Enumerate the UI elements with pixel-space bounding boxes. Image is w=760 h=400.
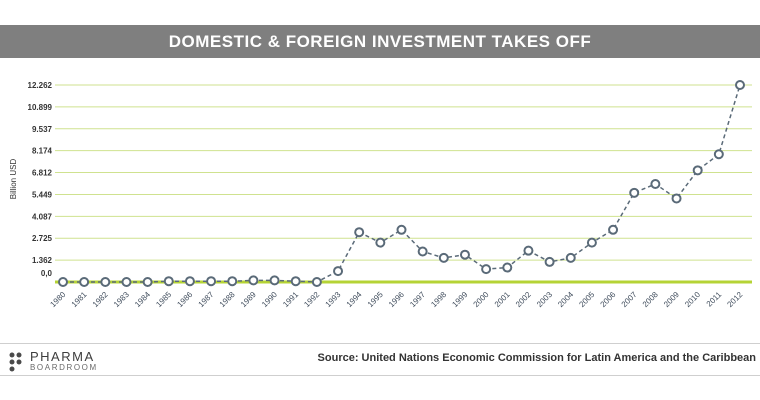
y-tick-label: 1.362 <box>32 256 53 265</box>
x-tick-label: 2003 <box>535 290 554 309</box>
data-point <box>608 224 619 235</box>
x-axis-ticks: 1980 1981 1982 1983 1984 1985 1986 1987 1988 1989… <box>48 290 744 309</box>
data-point <box>544 256 555 267</box>
y-tick-label: 2.725 <box>32 234 53 243</box>
data-point <box>713 149 724 160</box>
data-point <box>565 252 576 263</box>
x-tick-label: 1985 <box>154 290 173 309</box>
data-point <box>227 276 238 287</box>
x-tick-label: 1980 <box>48 290 67 309</box>
data-point <box>333 266 344 277</box>
data-point <box>184 276 195 287</box>
chart-title-bar: DOMESTIC & FOREIGN INVESTMENT TAKES OFF <box>0 25 760 58</box>
x-tick-label: 1993 <box>323 290 342 309</box>
x-tick-label: 1986 <box>175 290 194 309</box>
y-tick-label: 4.087 <box>32 212 53 221</box>
x-tick-label: 2005 <box>577 290 596 309</box>
y-tick-label: 6.812 <box>32 169 53 178</box>
x-tick-label: 1992 <box>302 290 321 309</box>
data-point <box>459 249 470 260</box>
x-tick-label: 1982 <box>91 290 110 309</box>
pharma-boardroom-logo: PHARMA BOARDROOM <box>8 349 128 373</box>
y-tick-label: 12.262 <box>28 81 53 90</box>
x-tick-label: 1991 <box>281 290 300 309</box>
x-tick-label: 1984 <box>133 290 152 309</box>
x-tick-label: 1996 <box>387 290 406 309</box>
x-tick-label: 2001 <box>493 290 512 309</box>
x-tick-label: 1990 <box>260 290 279 309</box>
data-point <box>438 252 449 263</box>
data-point <box>523 245 534 256</box>
logo-icon <box>9 352 22 372</box>
y-tick-label: 5.449 <box>32 190 53 199</box>
data-point <box>502 262 513 273</box>
data-point <box>121 277 132 287</box>
footer-divider-bottom <box>0 375 760 376</box>
x-tick-label: 2011 <box>705 290 724 309</box>
data-point <box>142 277 153 287</box>
y-tick-label: 0,0 <box>41 269 53 278</box>
x-tick-label: 2000 <box>472 290 491 309</box>
x-tick-label: 1998 <box>429 290 448 309</box>
x-tick-label: 2006 <box>599 290 618 309</box>
data-point <box>692 165 703 176</box>
data-point <box>354 227 365 238</box>
x-tick-label: 2012 <box>725 290 744 309</box>
data-point <box>396 224 407 235</box>
y-tick-label: 10.899 <box>28 103 53 112</box>
x-tick-label: 2009 <box>662 290 681 309</box>
data-point <box>206 276 217 287</box>
data-point <box>269 275 280 286</box>
data-point <box>79 277 90 287</box>
logo-text-pharma: PHARMA <box>30 349 95 364</box>
y-tick-label: 9.537 <box>32 125 53 134</box>
y-tick-label: 8.174 <box>32 147 53 156</box>
data-point <box>58 277 68 287</box>
series-line <box>63 84 741 283</box>
data-point <box>650 178 661 189</box>
y-axis-ticks: 0,0 1.362 2.725 4.087 5.449 6.812 8.174 9.537 10… <box>28 81 53 278</box>
data-point <box>417 246 428 257</box>
x-tick-label: 2002 <box>514 290 533 309</box>
y-axis-label: Billion USD <box>9 159 18 200</box>
grid-layer <box>55 84 752 284</box>
x-tick-label: 1995 <box>366 290 385 309</box>
data-point <box>375 237 386 248</box>
data-point <box>735 80 745 90</box>
x-tick-label: 1988 <box>218 290 237 309</box>
x-tick-label: 1999 <box>450 290 469 309</box>
data-point <box>311 277 322 287</box>
x-tick-label: 1987 <box>197 290 216 309</box>
data-point <box>248 275 259 286</box>
x-tick-label: 1994 <box>345 290 364 309</box>
x-tick-label: 2010 <box>683 290 702 309</box>
x-tick-label: 1997 <box>408 290 427 309</box>
data-point <box>586 237 597 248</box>
data-point <box>481 264 492 275</box>
x-tick-label: 1983 <box>112 290 131 309</box>
x-tick-label: 2007 <box>620 290 639 309</box>
chart-title: DOMESTIC & FOREIGN INVESTMENT TAKES OFF <box>168 31 592 51</box>
x-tick-label: 1989 <box>239 290 258 309</box>
footer-divider-top <box>0 343 760 344</box>
data-point <box>163 276 174 287</box>
series-layer <box>58 80 745 287</box>
data-point <box>629 187 640 198</box>
x-tick-label: 2008 <box>641 290 660 309</box>
x-tick-label: 2004 <box>556 290 575 309</box>
data-point <box>290 276 301 287</box>
logo-text-boardroom: BOARDROOM <box>30 363 98 372</box>
x-tick-label: 1981 <box>70 290 89 309</box>
data-point <box>671 193 682 204</box>
source-note: Source: United Nations Economic Commissi… <box>317 352 756 364</box>
data-point <box>100 277 111 287</box>
